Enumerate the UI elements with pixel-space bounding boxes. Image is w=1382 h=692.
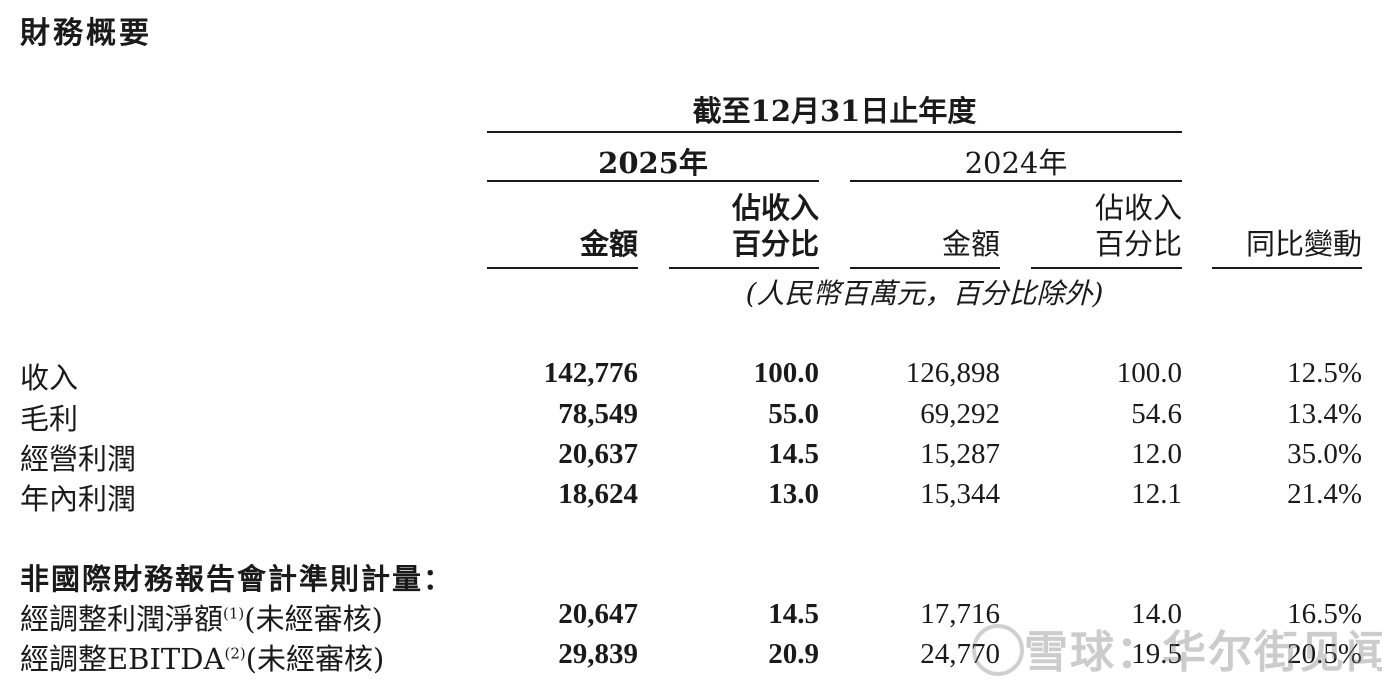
pct-2024: 12.0: [1131, 438, 1182, 470]
watermark: 雪球：华尔街见闻: [1024, 627, 1382, 678]
col-yoy-underline: [1212, 267, 1362, 269]
yoy-change: 20.5%: [1287, 638, 1362, 670]
year-2024-underline: [850, 180, 1182, 182]
row-label: 年內利潤: [20, 482, 137, 516]
yoy-change: 35.0%: [1287, 438, 1362, 470]
yoy-change: 16.5%: [1287, 598, 1362, 630]
pct-2024: 54.6: [1131, 398, 1182, 430]
page-title: 財務概要: [20, 16, 152, 51]
row-label: 收入: [20, 361, 79, 395]
col-amount-2025: 金額: [579, 227, 638, 261]
amount-2024: 17,716: [920, 598, 1000, 630]
col-pct-2025-line1: 佔收入: [731, 191, 819, 225]
row-label-suffix: (未經審核): [244, 602, 383, 636]
pct-2024: 12.1: [1131, 478, 1182, 510]
col-pct-2024-line2: 百分比: [1094, 227, 1182, 261]
col-yoy: 同比變動: [1245, 227, 1362, 261]
watermark-logo-icon: [972, 624, 1024, 676]
col-pct-2025-underline: [669, 267, 819, 269]
footnote-marker: (1): [223, 604, 245, 623]
row-label-text: 經調整利潤淨額: [20, 602, 224, 636]
row-label: 經調整EBITDA(2)(未經審核): [20, 636, 384, 678]
amount-2024: 15,344: [920, 478, 1000, 510]
period-header: 截至12月31日止年度: [692, 94, 977, 128]
row-label: 經調整利潤淨額(1)(未經審核): [20, 596, 383, 638]
col-amount-2025-underline: [487, 267, 638, 269]
amount-2025: 29,839: [558, 638, 638, 670]
pct-2025: 14.5: [768, 438, 819, 470]
col-pct-2025-line2: 百分比: [731, 227, 819, 261]
pct-2024: 100.0: [1116, 357, 1182, 389]
amount-2024: 69,292: [920, 398, 1000, 430]
amount-2025: 20,637: [558, 438, 638, 470]
year-2024-header: 2024年: [964, 146, 1068, 180]
row-label: 毛利: [20, 402, 79, 436]
period-underline: [487, 131, 1182, 133]
footnote-marker: (2): [224, 644, 246, 663]
pct-2025: 14.5: [768, 598, 819, 630]
col-pct-2024-line1: 佔收入: [1094, 191, 1182, 225]
yoy-change: 21.4%: [1287, 478, 1362, 510]
col-amount-2024-underline: [850, 267, 1000, 269]
amount-2025: 142,776: [543, 357, 638, 389]
amount-2024: 126,898: [905, 357, 1000, 389]
pct-2025: 55.0: [768, 398, 819, 430]
pct-2025: 13.0: [768, 478, 819, 510]
amount-2025: 18,624: [558, 478, 638, 510]
yoy-change: 13.4%: [1287, 398, 1362, 430]
amount-2025: 78,549: [558, 398, 638, 430]
amount-2025: 20,647: [558, 598, 638, 630]
amount-2024: 15,287: [920, 438, 1000, 470]
pct-2024: 14.0: [1131, 598, 1182, 630]
year-2025-underline: [487, 180, 819, 182]
pct-2025: 100.0: [753, 357, 819, 389]
col-pct-2024-underline: [1031, 267, 1182, 269]
pct-2025: 20.9: [768, 638, 819, 670]
row-label: 經營利潤: [20, 442, 137, 476]
unit-note: (人民幣百萬元，百分比除外): [745, 277, 1104, 310]
row-label-text: 經調整EBITDA: [20, 642, 225, 676]
year-2025-header: 2025年: [598, 146, 708, 180]
yoy-change: 12.5%: [1287, 357, 1362, 389]
pct-2024: 19.5: [1131, 638, 1182, 670]
non-ifrs-section-title: 非國際財務報告會計準則計量：: [20, 562, 455, 596]
row-label-suffix: (未經審核): [245, 642, 385, 676]
col-amount-2024: 金額: [941, 227, 1000, 261]
